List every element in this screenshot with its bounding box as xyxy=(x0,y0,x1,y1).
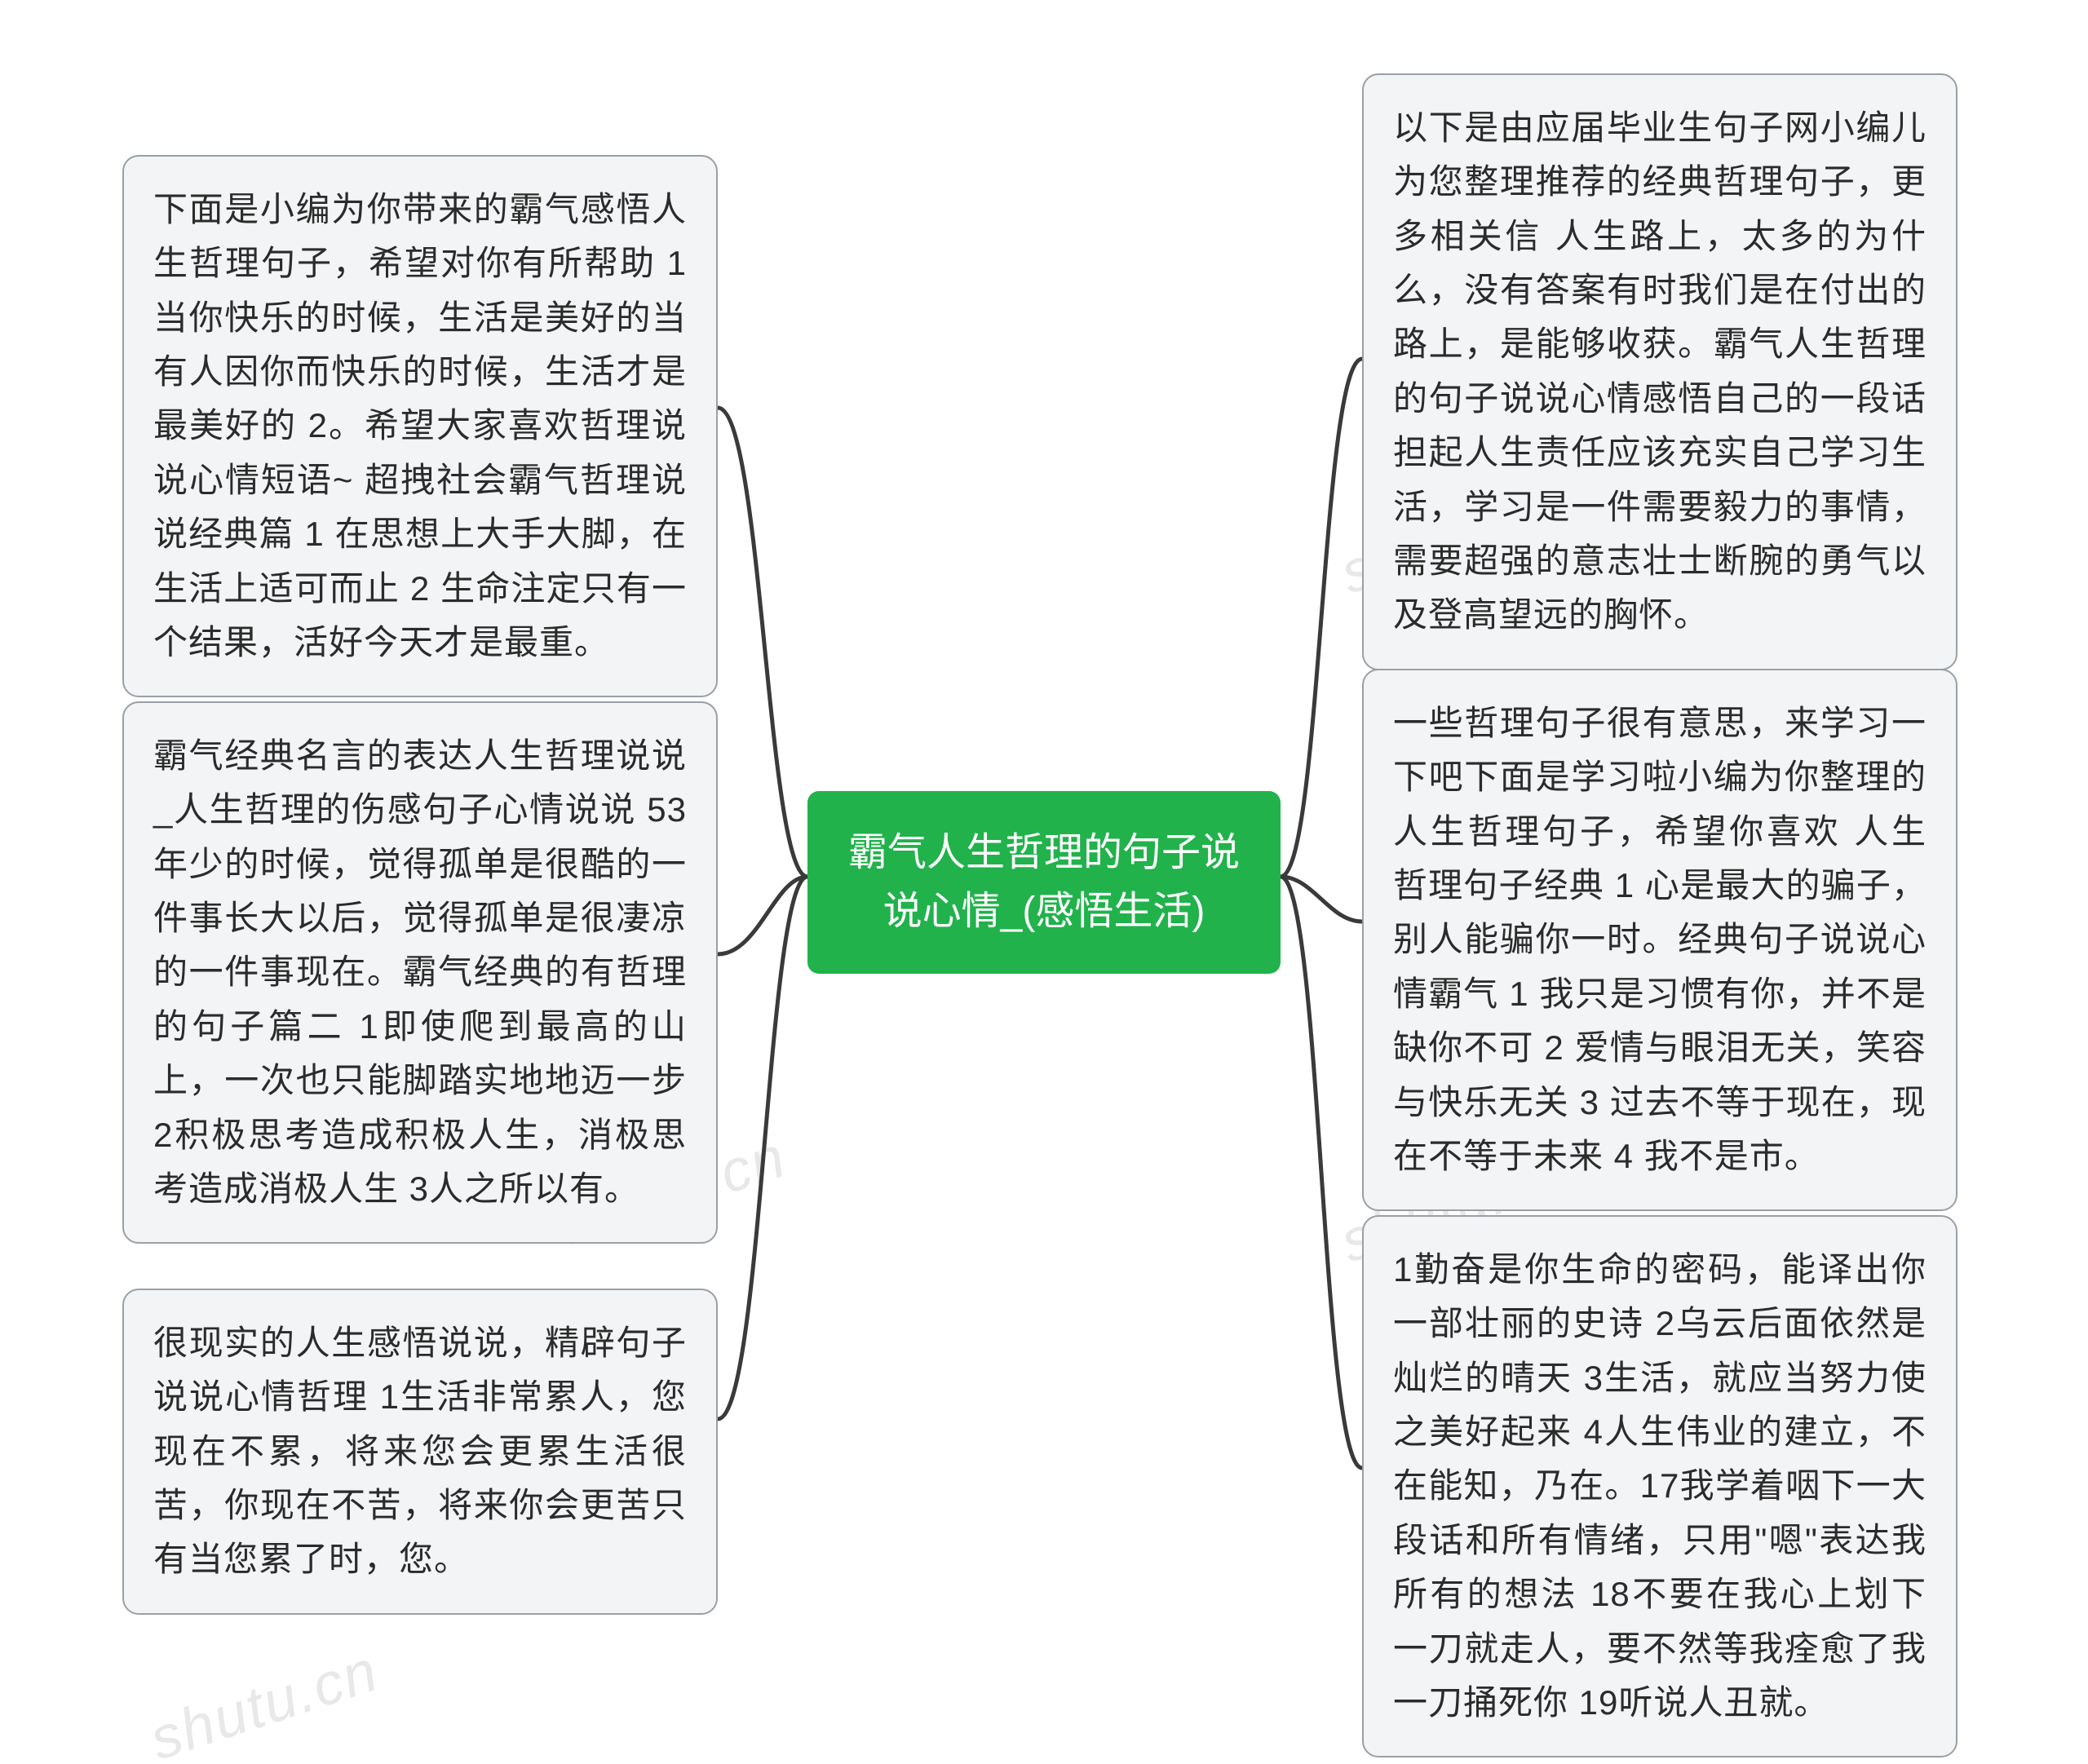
mindmap-canvas: shutu.cn shutu.cn shutu.cn shutu.cn shut… xyxy=(0,0,2088,1764)
leaf-left-1[interactable]: 下面是小编为你带来的霸气感悟人生哲理句子，希望对你有所帮助 1当你快乐的时候，生… xyxy=(122,155,718,697)
leaf-right-2[interactable]: 一些哲理句子很有意思，来学习一下吧下面是学习啦小编为你整理的人生哲理句子，希望你… xyxy=(1362,669,1958,1211)
leaf-text: 以下是由应届毕业生句子网小编儿为您整理推荐的经典哲理句子，更多相关信 人生路上，… xyxy=(1393,108,1927,634)
edge-left-2 xyxy=(718,877,807,954)
leaf-left-2[interactable]: 霸气经典名言的表达人生哲理说说_人生哲理的伤感句子心情说说 53年少的时候，觉得… xyxy=(122,701,718,1244)
leaf-text: 霸气经典名言的表达人生哲理说说_人生哲理的伤感句子心情说说 53年少的时候，觉得… xyxy=(153,736,687,1208)
edge-right-3 xyxy=(1281,877,1362,1468)
leaf-right-1[interactable]: 以下是由应届毕业生句子网小编儿为您整理推荐的经典哲理句子，更多相关信 人生路上，… xyxy=(1362,73,1958,670)
leaf-text: 1勤奋是你生命的密码，能译出你一部壮丽的史诗 2乌云后面依然是灿烂的晴天 3生活… xyxy=(1393,1250,1927,1722)
leaf-text: 下面是小编为你带来的霸气感悟人生哲理句子，希望对你有所帮助 1当你快乐的时候，生… xyxy=(153,190,687,661)
leaf-right-3[interactable]: 1勤奋是你生命的密码，能译出你一部壮丽的史诗 2乌云后面依然是灿烂的晴天 3生活… xyxy=(1362,1215,1958,1757)
edge-left-3 xyxy=(718,877,807,1419)
watermark: shutu.cn xyxy=(142,1637,386,1764)
leaf-left-3[interactable]: 很现实的人生感悟说说，精辟句子说说心情哲理 1生活非常累人，您现在不累，将来您会… xyxy=(122,1289,718,1615)
center-node-label: 霸气人生哲理的句子说说心情_(感悟生活) xyxy=(848,831,1240,933)
center-node[interactable]: 霸气人生哲理的句子说说心情_(感悟生活) xyxy=(807,791,1281,974)
leaf-text: 一些哲理句子很有意思，来学习一下吧下面是学习啦小编为你整理的人生哲理句子，希望你… xyxy=(1393,704,1927,1175)
edge-right-2 xyxy=(1281,877,1362,922)
leaf-text: 很现实的人生感悟说说，精辟句子说说心情哲理 1生活非常累人，您现在不累，将来您会… xyxy=(153,1324,687,1578)
edge-right-1 xyxy=(1281,359,1362,877)
edge-left-1 xyxy=(718,408,807,877)
